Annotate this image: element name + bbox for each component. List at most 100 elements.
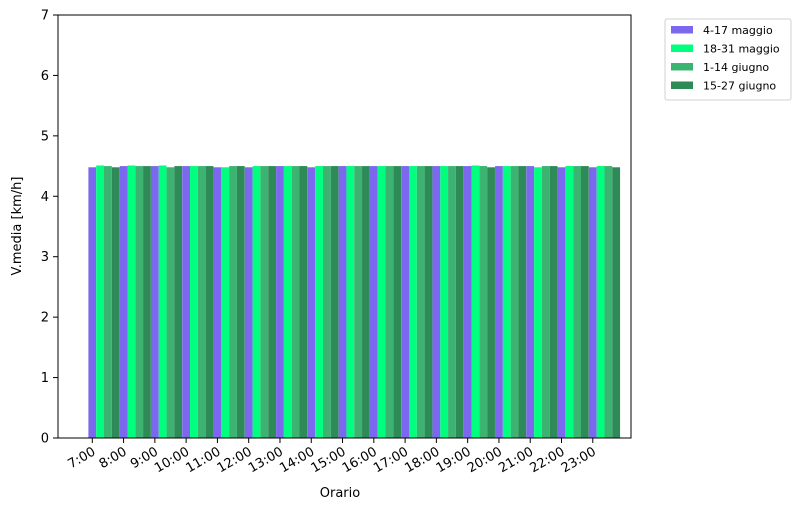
bar-2000-series-2 xyxy=(502,166,511,438)
bar-1600-series-4 xyxy=(393,166,402,438)
bar-2100-series-1 xyxy=(526,166,535,438)
bar-800-series-2 xyxy=(127,165,136,438)
bar-1400-series-2 xyxy=(315,166,323,438)
y-tick-label: 7 xyxy=(41,9,49,24)
bar-1900-series-4 xyxy=(487,167,495,438)
x-tick-label: 23:00 xyxy=(559,444,599,476)
bar-1500-series-2 xyxy=(346,166,355,438)
y-axis-label: V.media [km/h] xyxy=(10,177,25,276)
bar-2300-series-1 xyxy=(588,167,597,438)
x-tick-label: 16:00 xyxy=(340,444,380,476)
bar-2100-series-3 xyxy=(541,166,550,438)
legend-label: 15-27 giugno xyxy=(703,80,776,93)
bar-1500-series-3 xyxy=(354,166,363,438)
bar-1300-series-1 xyxy=(276,166,284,438)
legend-swatch xyxy=(671,26,693,34)
x-tick-label: 10:00 xyxy=(152,444,192,476)
bars-group xyxy=(88,165,621,438)
legend-label: 1-14 giugno xyxy=(703,61,769,74)
bar-1700-series-1 xyxy=(401,166,409,438)
x-tick-label: 7:00 xyxy=(66,444,99,472)
bar-1200-series-1 xyxy=(244,167,253,438)
bar-1800-series-1 xyxy=(432,166,441,438)
x-tick-label: 18:00 xyxy=(402,444,442,476)
bar-2200-series-2 xyxy=(565,166,574,438)
bar-1100-series-4 xyxy=(236,166,245,438)
x-tick-label: 21:00 xyxy=(496,444,536,476)
bar-1100-series-3 xyxy=(229,166,237,438)
bar-700-series-3 xyxy=(104,166,112,438)
bar-1400-series-3 xyxy=(322,166,331,438)
bar-1500-series-1 xyxy=(338,166,347,438)
bar-2000-series-4 xyxy=(518,166,527,438)
y-tick-label: 1 xyxy=(41,371,49,386)
bar-1100-series-2 xyxy=(221,167,230,438)
y-tick-label: 3 xyxy=(41,250,49,265)
bar-1300-series-3 xyxy=(291,166,300,438)
bar-2300-series-2 xyxy=(596,166,605,438)
bar-1200-series-3 xyxy=(260,166,269,438)
y-axis: 0 1 2 3 4 5 6 7 xyxy=(41,9,58,447)
bar-1300-series-2 xyxy=(283,166,292,438)
bar-700-series-1 xyxy=(88,167,97,438)
bar-800-series-1 xyxy=(119,166,128,438)
bar-1300-series-4 xyxy=(299,166,308,438)
x-axis: 7:008:009:0010:0011:0012:0013:0014:0015:… xyxy=(66,438,599,476)
bar-1800-series-2 xyxy=(440,166,449,438)
bar-1200-series-4 xyxy=(268,166,276,438)
y-tick-label: 0 xyxy=(41,432,49,447)
bar-2000-series-1 xyxy=(495,166,503,438)
bar-1000-series-4 xyxy=(205,166,214,438)
x-tick-label: 14:00 xyxy=(277,444,317,476)
bar-1400-series-1 xyxy=(307,167,316,438)
bar-1600-series-1 xyxy=(369,166,378,438)
x-axis-label: Orario xyxy=(320,486,361,501)
x-tick-label: 11:00 xyxy=(183,444,223,476)
bar-1900-series-1 xyxy=(463,166,472,438)
bar-1000-series-3 xyxy=(197,166,206,438)
bar-2200-series-4 xyxy=(581,166,589,438)
bar-2200-series-1 xyxy=(557,167,566,438)
bar-2000-series-3 xyxy=(510,166,519,438)
bar-900-series-3 xyxy=(166,167,175,438)
legend-label: 18-31 maggio xyxy=(703,43,780,56)
bar-2200-series-3 xyxy=(573,166,581,438)
bar-2300-series-4 xyxy=(612,167,621,438)
y-tick-label: 4 xyxy=(41,190,49,205)
x-tick-label: 22:00 xyxy=(528,444,568,476)
bar-700-series-2 xyxy=(96,165,104,438)
bar-1700-series-3 xyxy=(416,166,425,438)
x-tick-label: 15:00 xyxy=(309,444,349,476)
bar-700-series-4 xyxy=(111,167,120,438)
bar-1900-series-3 xyxy=(479,166,488,438)
bar-1200-series-2 xyxy=(252,166,261,438)
bar-1100-series-1 xyxy=(213,167,222,438)
x-tick-label: 17:00 xyxy=(371,444,411,476)
bar-1600-series-2 xyxy=(377,166,386,438)
plot-frame xyxy=(57,14,632,439)
bar-900-series-4 xyxy=(174,166,183,438)
bar-1900-series-2 xyxy=(471,165,480,438)
x-tick-label: 19:00 xyxy=(434,444,474,476)
legend-frame xyxy=(664,18,792,101)
bar-1400-series-4 xyxy=(330,166,339,438)
y-tick-label: 5 xyxy=(41,129,49,144)
x-tick-label: 13:00 xyxy=(246,444,286,476)
legend-swatch xyxy=(671,81,693,89)
bar-2100-series-2 xyxy=(534,167,542,438)
bar-1000-series-1 xyxy=(182,166,191,438)
x-tick-label: 8:00 xyxy=(97,444,130,472)
bar-1000-series-2 xyxy=(190,166,198,438)
bar-800-series-3 xyxy=(135,166,144,438)
legend-swatch xyxy=(671,63,693,71)
bar-1800-series-3 xyxy=(448,166,456,438)
x-tick-label: 20:00 xyxy=(465,444,505,476)
legend: 4-17 maggio 18-31 maggio 1-14 giugno 15-27 … xyxy=(664,18,792,101)
bar-1600-series-3 xyxy=(385,166,394,438)
legend-label: 4-17 maggio xyxy=(703,24,773,37)
y-tick-label: 6 xyxy=(41,69,49,84)
bar-900-series-1 xyxy=(150,166,159,438)
bar-1700-series-2 xyxy=(409,166,417,438)
x-tick-label: 12:00 xyxy=(215,444,255,476)
legend-swatch xyxy=(671,44,693,52)
